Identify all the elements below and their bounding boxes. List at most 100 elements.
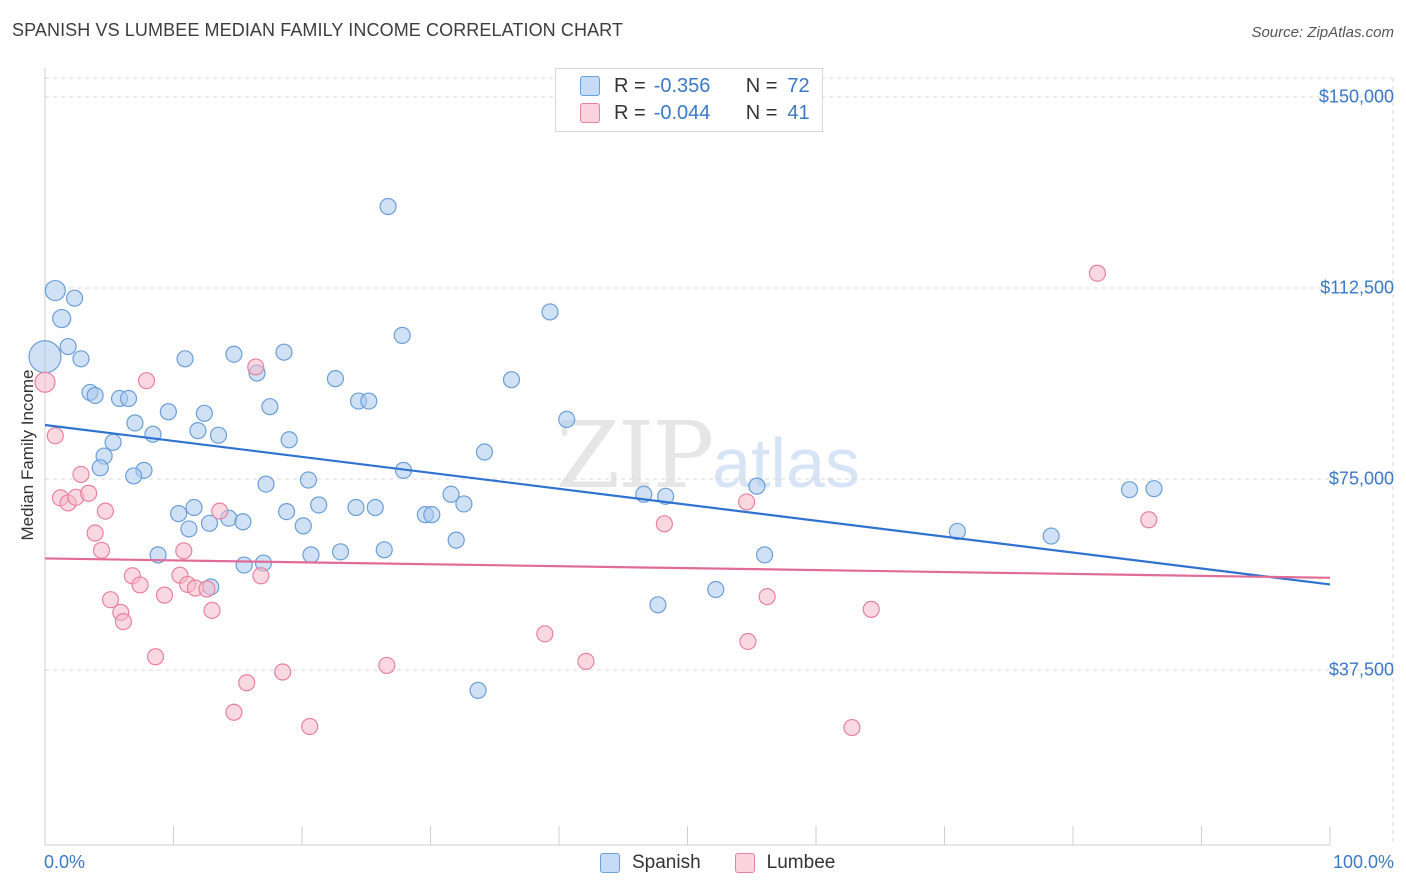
spanish-point <box>176 350 194 368</box>
lumbee-point <box>655 515 673 533</box>
legend-swatch-spanish <box>580 76 600 96</box>
lumbee-point <box>211 502 229 520</box>
y-tick-label-75000: $75,000 <box>1328 468 1394 489</box>
spanish-point <box>86 386 104 405</box>
spanish-point <box>755 546 774 564</box>
lumbee-point <box>155 586 174 604</box>
spanish-point <box>455 495 473 513</box>
spanish-point <box>277 502 296 521</box>
spanish-point <box>379 197 397 216</box>
spanish-point <box>52 308 72 329</box>
spanish-point <box>280 431 298 449</box>
lumbee-point <box>34 371 56 393</box>
spanish-point <box>1042 527 1060 545</box>
spanish-point <box>299 471 318 489</box>
series-legend-spanish: Spanish <box>600 852 701 874</box>
lumbee-point <box>114 613 132 631</box>
spanish-point <box>275 343 293 361</box>
source-credit: Source: ZipAtlas.com <box>1251 24 1394 41</box>
spanish-point <box>657 487 675 505</box>
lumbee-point <box>101 591 120 609</box>
spanish-point <box>195 404 213 422</box>
lumbee-point <box>378 656 396 675</box>
spanish-point <box>948 522 966 541</box>
spanish-point <box>170 505 188 523</box>
spanish-point <box>225 345 243 363</box>
lumbee-point <box>1088 264 1107 282</box>
legend-n-label: N = <box>745 74 778 97</box>
spanish-point <box>707 580 725 599</box>
chart-title: SPANISH VS LUMBEE MEDIAN FAMILY INCOME C… <box>12 20 624 40</box>
spanish-point <box>302 546 320 564</box>
lumbee-point <box>92 541 111 559</box>
x-tick-label-min: 0.0% <box>44 852 86 872</box>
legend-r-label: R = <box>614 74 646 97</box>
series-legend-lumbee: Lumbee <box>734 852 836 874</box>
spanish-point <box>149 546 167 564</box>
lumbee-point <box>46 427 64 445</box>
spanish-point <box>189 422 207 440</box>
lumbee-point <box>175 542 193 560</box>
lumbee-point <box>203 601 221 620</box>
spanish-point <box>209 426 228 444</box>
lumbee-point <box>198 580 216 598</box>
series-legend-label: Lumbee <box>766 852 836 873</box>
spanish-point <box>442 485 460 503</box>
lumbee-point <box>274 663 292 681</box>
legend-r-value: -0.044 <box>653 101 711 124</box>
lumbee-point <box>738 493 756 511</box>
legend-n-label: N = <box>745 101 778 124</box>
spanish-point <box>475 443 494 461</box>
spanish-point <box>200 514 219 532</box>
spanish-point <box>347 498 365 517</box>
spanish-point <box>366 498 384 517</box>
spanish-point <box>393 326 411 344</box>
spanish-point <box>234 513 252 531</box>
spanish-point <box>375 541 393 559</box>
legend-n-value: 41 <box>787 101 810 124</box>
spanish-point <box>65 289 84 307</box>
spanish-point <box>159 403 177 421</box>
lumbee-point <box>86 524 104 542</box>
spanish-point <box>119 389 138 408</box>
lumbee-point <box>843 718 861 737</box>
lumbee-point <box>146 648 165 666</box>
spanish-point <box>310 496 328 514</box>
lumbee-point <box>72 465 90 484</box>
spanish-point <box>125 467 143 485</box>
spanish-point <box>104 433 122 451</box>
lumbee-point <box>225 703 243 721</box>
series-legend-label: Spanish <box>632 852 701 873</box>
spanish-point <box>126 414 144 432</box>
y-axis-label: Median Family Income <box>18 369 37 541</box>
spanish-trend-line <box>44 423 1331 586</box>
spanish-point <box>59 337 77 356</box>
y-tick-label-150000: $150,000 <box>1318 86 1394 107</box>
spanish-point <box>447 531 465 549</box>
spanish-point <box>91 459 109 477</box>
legend-row-lumbee: R = -0.044 N = 41 <box>580 100 810 126</box>
legend-r-label: R = <box>614 101 646 124</box>
legend-row-spanish: R = -0.356 N = 72 <box>580 73 810 99</box>
spanish-point <box>649 596 667 614</box>
x-tick-label-max: 100.0% <box>1332 852 1394 872</box>
lumbee-point <box>862 600 880 618</box>
lumbee-point <box>758 588 776 606</box>
spanish-point <box>331 543 350 561</box>
legend-r-value: -0.356 <box>653 74 711 97</box>
spanish-point <box>72 350 90 368</box>
lumbee-point <box>301 717 319 736</box>
spanish-point <box>235 556 253 574</box>
spanish-point <box>748 477 766 495</box>
lumbee-point <box>96 502 114 520</box>
lumbee-point <box>577 652 595 670</box>
spanish-point <box>261 398 279 416</box>
spanish-point <box>558 410 576 429</box>
spanish-point <box>423 506 441 524</box>
y-tick-label-112500: $112,500 <box>1320 277 1394 298</box>
lumbee-point <box>252 567 270 585</box>
correlation-legend: R = -0.356 N = 72 R = -0.044 N = 41 <box>555 68 823 132</box>
lumbee-point <box>739 632 757 651</box>
series-legend: Spanish Lumbee <box>600 852 869 874</box>
